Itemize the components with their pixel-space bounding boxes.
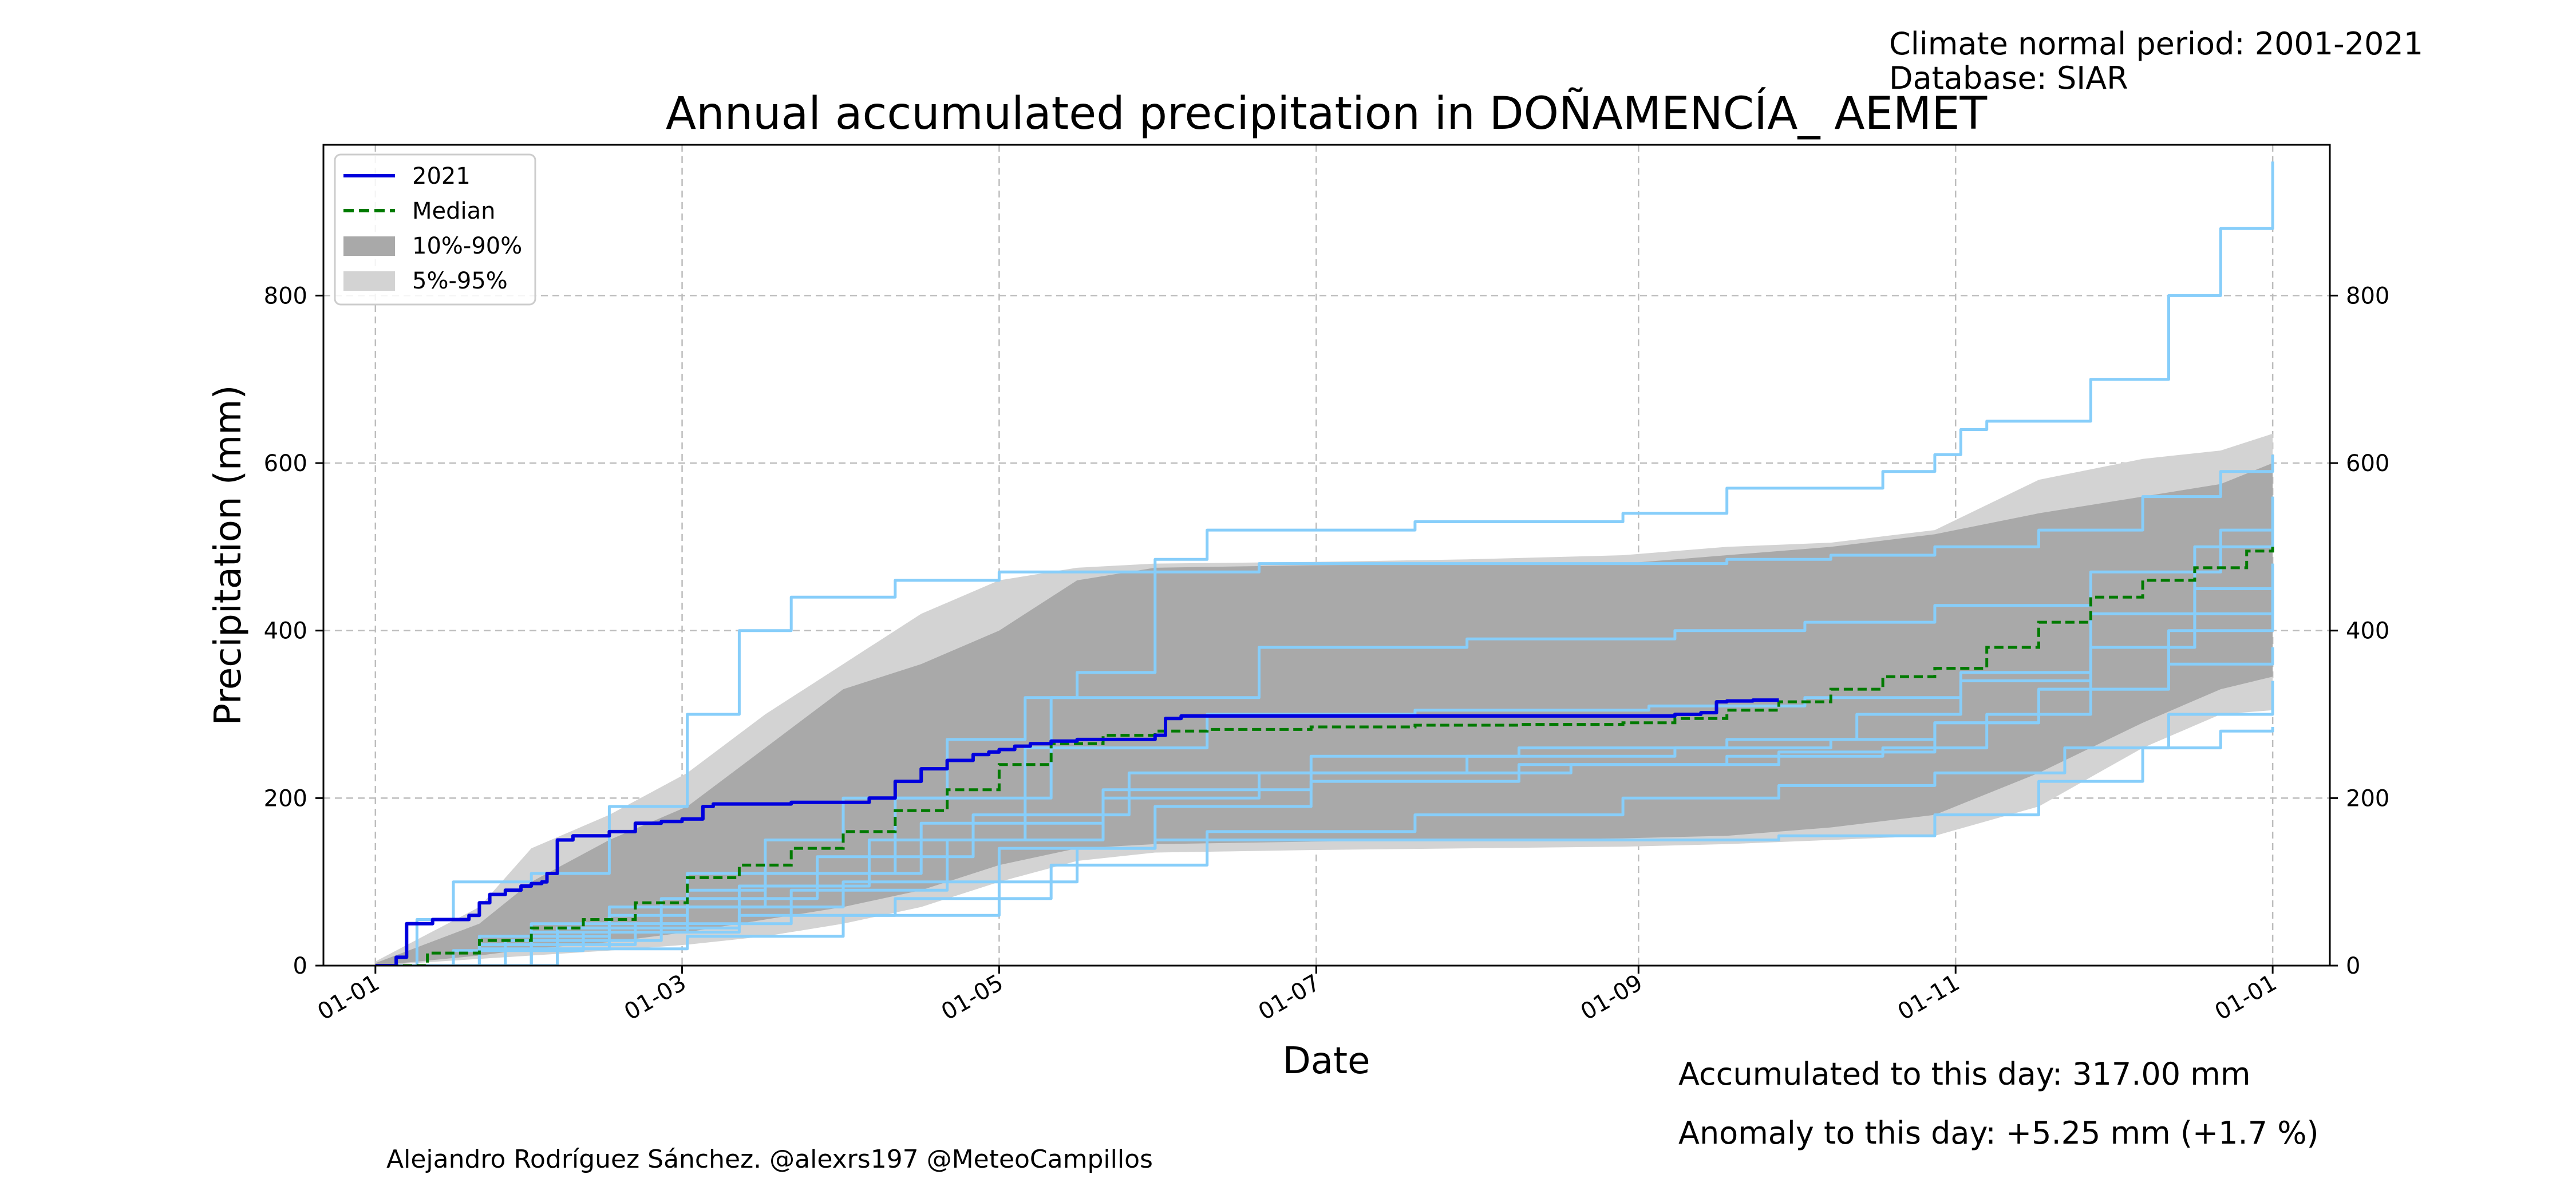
plot-frame [322, 144, 2331, 967]
x-tick-label: 01-11 [1894, 970, 1965, 1026]
series-2021-line [375, 698, 1779, 966]
x-tick-label: 01-03 [620, 970, 691, 1026]
y-axis-title: Precipitation (mm) [207, 385, 250, 726]
x-tick-label: 01-01 [2210, 970, 2281, 1026]
credit-text: Alejandro Rodríguez Sánchez. @alexrs197 … [386, 1145, 1153, 1174]
y-tick-label-left: 0 [293, 953, 307, 979]
y-tick-label-right: 600 [2346, 450, 2389, 477]
legend-label-median: Median [412, 198, 496, 224]
y-tick-label-left: 400 [264, 618, 307, 645]
historical-year-line [375, 496, 2274, 966]
median-line [375, 547, 2274, 966]
accumulated-text: Accumulated to this day: 317.00 mm [1678, 1056, 2251, 1092]
historical-year-line [375, 647, 2274, 966]
main-series [375, 547, 2274, 966]
y-tick-label-left: 600 [264, 450, 307, 477]
historical-year-line [375, 513, 2274, 966]
legend-box [334, 153, 536, 306]
legend-swatch-5-95 [343, 271, 395, 291]
y-tick-label-right: 0 [2346, 953, 2360, 979]
x-axis-title: Date [1283, 1040, 1370, 1082]
legend-label-2021: 2021 [412, 163, 471, 189]
x-tick-label: 01-05 [937, 970, 1008, 1026]
y-tick-label-left: 800 [264, 283, 307, 309]
y-tick-label-right: 800 [2346, 283, 2389, 309]
x-tick-label: 01-09 [1577, 970, 1647, 1026]
database-text: Database: SIAR [1889, 60, 2128, 96]
legend-swatch-10-90 [343, 236, 395, 256]
normal-period-text: Climate normal period: 2001-2021 [1889, 26, 2423, 62]
historical-year-line [375, 588, 2274, 966]
legend-label-5-95: 5%-95% [412, 268, 508, 294]
y-tick-label-right: 400 [2346, 618, 2389, 645]
anomaly-text: Anomaly to this day: +5.25 mm (+1.7 %) [1678, 1115, 2319, 1151]
historical-year-line [375, 681, 2274, 966]
legend-label-10-90: 10%-90% [412, 233, 522, 259]
y-tick-label-left: 200 [264, 785, 307, 812]
x-tick-label: 01-07 [1254, 970, 1325, 1026]
historical-year-line [375, 727, 2274, 966]
x-tick-label: 01-01 [313, 970, 384, 1026]
legend: 2021 Median 10%-90% 5%-95% [334, 153, 536, 306]
historical-year-line [375, 161, 2274, 966]
chart-title: Annual accumulated precipitation in DOÑA… [666, 87, 1988, 140]
y-tick-label-right: 200 [2346, 785, 2389, 812]
